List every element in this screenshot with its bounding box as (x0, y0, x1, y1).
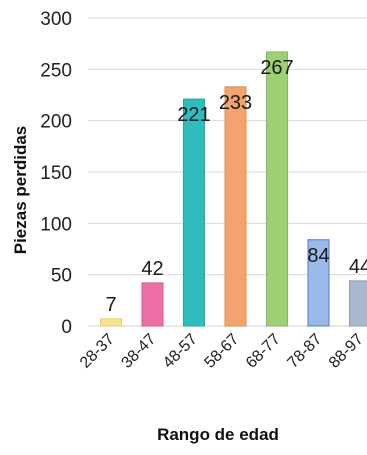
data-label-38-47: 42 (141, 258, 163, 280)
y-tick-label: 250 (40, 60, 72, 81)
x-axis-title: Rango de edad (157, 425, 279, 444)
x-tick-label-68-77: 68-77 (243, 331, 284, 372)
x-tick-label-78-87: 78-87 (284, 331, 325, 372)
bar-48-57 (183, 98, 205, 327)
y-tick-label: 200 (40, 112, 72, 133)
bar-68-77 (266, 51, 288, 327)
y-tick-label: 0 (61, 317, 72, 338)
y-axis-title: Piezas perdidas (11, 126, 30, 255)
bar-28-37 (100, 318, 122, 327)
y-tick-label: 150 (40, 163, 72, 184)
y-tick-label: 50 (51, 266, 72, 287)
x-tick-label-38-47: 38-47 (118, 331, 159, 372)
data-label-28-37: 7 (105, 294, 116, 316)
bar-88-97 (349, 280, 367, 327)
bar-38-47 (141, 282, 164, 327)
y-tick-label: 300 (40, 9, 72, 30)
y-axis-ticks: 0 50 100 150 200 250 300 (40, 9, 72, 338)
x-tick-label-28-37: 28-37 (77, 331, 118, 372)
data-label-48-57: 221 (177, 104, 210, 126)
bars (100, 51, 367, 327)
x-tick-label-88-97: 88-97 (326, 331, 367, 372)
data-label-88-97: 44 (349, 256, 367, 278)
x-tick-label-48-57: 48-57 (160, 331, 201, 372)
data-label-78-87: 84 (307, 245, 329, 267)
x-tick-label-58-67: 58-67 (201, 331, 242, 372)
data-label-68-77: 267 (260, 57, 293, 79)
data-labels: 7 42 221 233 267 84 44 (105, 57, 367, 316)
data-label-58-67: 233 (219, 92, 252, 114)
bar-58-67 (224, 86, 247, 327)
x-axis-ticks: 28-37 38-47 48-57 58-67 68-77 78-87 88-97 (77, 331, 367, 372)
bar-78-87 (307, 239, 330, 327)
y-tick-label: 100 (40, 214, 72, 235)
